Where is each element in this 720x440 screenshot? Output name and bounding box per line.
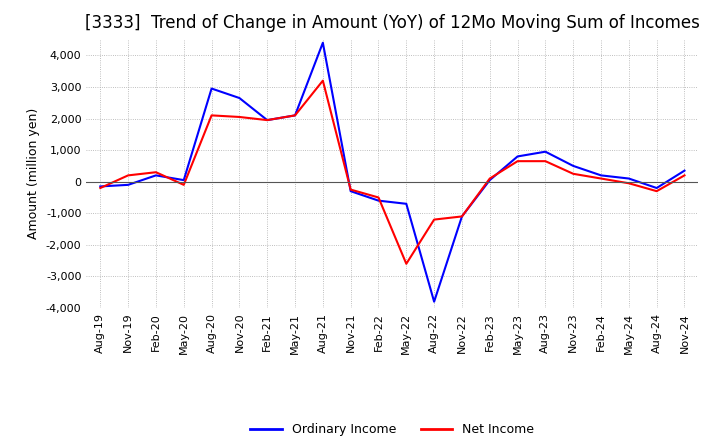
Ordinary Income	[96, 184, 104, 189]
Net Income	[624, 181, 633, 186]
Net Income	[569, 171, 577, 176]
Net Income	[318, 78, 327, 83]
Net Income	[597, 176, 606, 181]
Ordinary Income	[430, 299, 438, 304]
Net Income	[513, 158, 522, 164]
Net Income	[652, 188, 661, 194]
Y-axis label: Amount (million yen): Amount (million yen)	[27, 108, 40, 239]
Ordinary Income	[124, 182, 132, 187]
Ordinary Income	[179, 177, 188, 183]
Ordinary Income	[485, 177, 494, 183]
Net Income	[346, 187, 355, 192]
Ordinary Income	[374, 198, 383, 203]
Ordinary Income	[652, 185, 661, 191]
Ordinary Income	[152, 173, 161, 178]
Ordinary Income	[291, 113, 300, 118]
Net Income	[458, 214, 467, 219]
Net Income	[680, 173, 689, 178]
Ordinary Income	[318, 40, 327, 45]
Net Income	[485, 176, 494, 181]
Net Income	[124, 173, 132, 178]
Net Income	[96, 185, 104, 191]
Net Income	[207, 113, 216, 118]
Legend: Ordinary Income, Net Income: Ordinary Income, Net Income	[246, 418, 539, 440]
Ordinary Income	[569, 163, 577, 169]
Ordinary Income	[402, 201, 410, 206]
Title: [3333]  Trend of Change in Amount (YoY) of 12Mo Moving Sum of Incomes: [3333] Trend of Change in Amount (YoY) o…	[85, 15, 700, 33]
Ordinary Income	[680, 168, 689, 173]
Net Income	[235, 114, 243, 120]
Ordinary Income	[597, 173, 606, 178]
Net Income	[152, 169, 161, 175]
Net Income	[430, 217, 438, 222]
Net Income	[291, 113, 300, 118]
Net Income	[179, 182, 188, 187]
Ordinary Income	[346, 188, 355, 194]
Line: Net Income: Net Income	[100, 81, 685, 264]
Ordinary Income	[458, 214, 467, 219]
Net Income	[263, 117, 271, 123]
Line: Ordinary Income: Ordinary Income	[100, 43, 685, 302]
Net Income	[374, 195, 383, 200]
Net Income	[402, 261, 410, 267]
Ordinary Income	[235, 95, 243, 101]
Ordinary Income	[541, 149, 550, 154]
Net Income	[541, 158, 550, 164]
Ordinary Income	[624, 176, 633, 181]
Ordinary Income	[207, 86, 216, 91]
Ordinary Income	[513, 154, 522, 159]
Ordinary Income	[263, 117, 271, 123]
